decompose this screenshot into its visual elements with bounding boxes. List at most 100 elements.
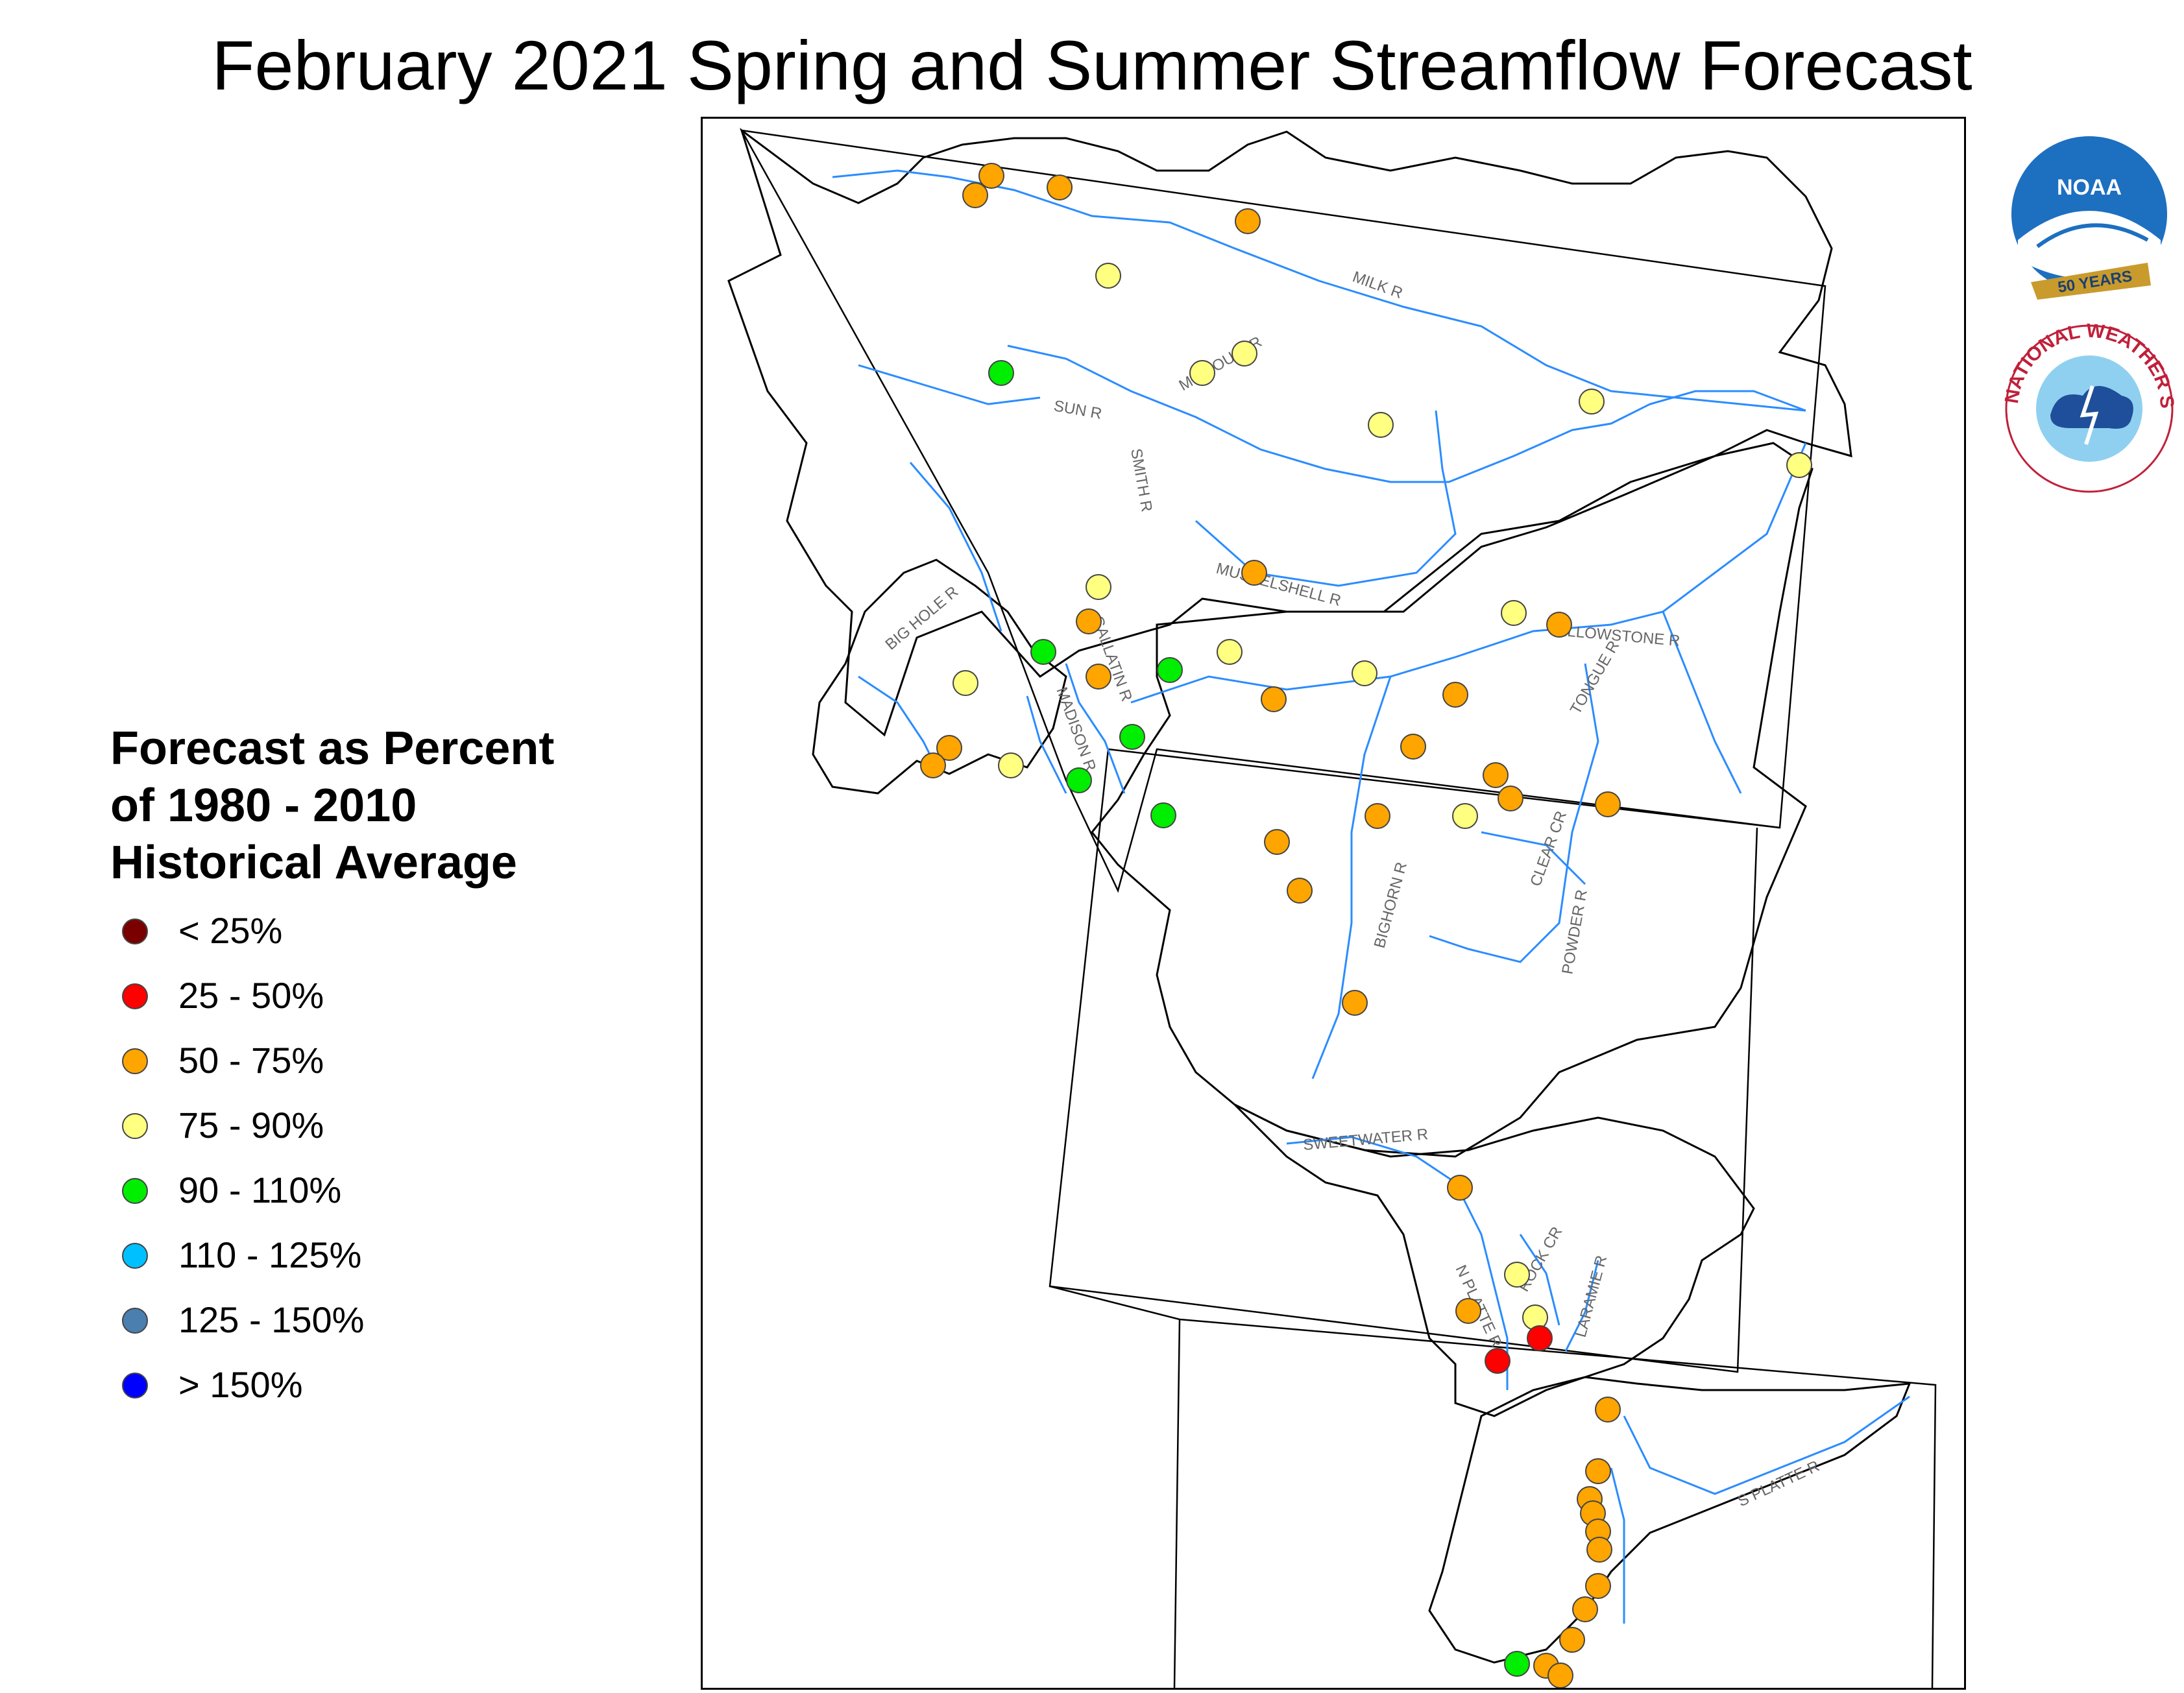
powder-river xyxy=(1429,663,1599,963)
forecast-point xyxy=(978,163,1004,189)
forecast-point xyxy=(1527,1325,1553,1351)
south-platte-river xyxy=(1623,1395,1910,1495)
legend-item-110-125: 110 - 125% xyxy=(110,1231,694,1296)
legend-label: 110 - 125% xyxy=(178,1234,362,1275)
milk-river xyxy=(832,169,1806,412)
legend-title-line-2: of 1980 - 2010 xyxy=(110,780,417,832)
forecast-point xyxy=(1261,686,1287,712)
forecast-point xyxy=(1047,174,1073,200)
legend-items: < 25% 25 - 50% 50 - 75% 75 - 90% 90 - 11… xyxy=(110,907,694,1426)
forecast-point xyxy=(1559,1627,1585,1653)
forecast-point xyxy=(1546,612,1572,638)
river-label-milk: MILK R xyxy=(1350,268,1405,302)
forecast-point xyxy=(1076,608,1102,634)
forecast-point xyxy=(1086,664,1111,690)
forecast-point xyxy=(1579,389,1605,414)
forecast-point xyxy=(1368,412,1394,438)
forecast-point xyxy=(1342,990,1368,1016)
river-label-bighorn: BIGHORN R xyxy=(1371,860,1411,950)
laramie-river xyxy=(1564,1260,1599,1352)
legend-title-line-3: Historical Average xyxy=(110,837,517,889)
legend-swatch xyxy=(122,1048,148,1074)
forecast-point xyxy=(1241,560,1267,586)
legend-swatch xyxy=(122,919,148,944)
forecast-point xyxy=(1232,341,1257,366)
legend-item-125-150: 125 - 150% xyxy=(110,1296,694,1361)
legend-item-25-50: 25 - 50% xyxy=(110,972,694,1037)
legend-swatch xyxy=(122,1178,148,1204)
forecast-point xyxy=(1287,878,1313,904)
legend-label: 125 - 150% xyxy=(178,1299,365,1340)
legend-item-90-110: 90 - 110% xyxy=(110,1166,694,1231)
forecast-point xyxy=(1595,1397,1621,1423)
legend-item-lt-25: < 25% xyxy=(110,907,694,972)
state-line-colorado xyxy=(1049,1285,1937,1688)
legend-label: 50 - 75% xyxy=(178,1040,324,1081)
noaa-logo-icon: NOAA 50 YEARS xyxy=(2011,136,2167,300)
forecast-point xyxy=(1447,1175,1473,1201)
legend-swatch xyxy=(122,1243,148,1269)
upper-missouri-basin xyxy=(727,128,1852,737)
forecast-point xyxy=(952,670,978,696)
legend-swatch xyxy=(122,1308,148,1334)
state-line-wyoming xyxy=(1049,749,1758,1373)
forecast-point xyxy=(1572,1596,1598,1622)
forecast-point xyxy=(1485,1348,1511,1374)
yellowstone-basin xyxy=(1091,442,1814,1158)
forecast-point xyxy=(1452,803,1478,829)
forecast-point xyxy=(1066,767,1092,793)
agency-logos: NOAA 50 YEARS NATIONAL WEATHER SERVICE xyxy=(1991,130,2180,522)
basin-map: MILK R MISSOURI R SUN R SMITH R MUSSELSH… xyxy=(701,117,1966,1690)
smith-river xyxy=(909,462,1002,632)
forecast-point xyxy=(1442,682,1468,708)
forecast-point xyxy=(1455,1298,1481,1324)
forecast-point xyxy=(1157,657,1183,683)
forecast-point xyxy=(1786,452,1812,478)
legend-label: 75 - 90% xyxy=(178,1105,324,1146)
river-label-musselshell: MUSSELSHELL R xyxy=(1214,560,1342,610)
forecast-point xyxy=(920,752,946,778)
north-platte-basin xyxy=(1233,1103,1755,1417)
legend-swatch xyxy=(122,1113,148,1139)
forecast-point xyxy=(1264,829,1290,855)
forecast-point xyxy=(1189,360,1215,386)
rock-creek xyxy=(1519,1234,1560,1326)
yellowstone-river xyxy=(1130,442,1807,704)
river-label-big-hole: BIG HOLE R xyxy=(882,583,962,654)
legend-label: > 150% xyxy=(178,1364,303,1405)
sun-river xyxy=(858,364,1041,405)
state-line-wyoming-north xyxy=(1108,748,1780,829)
bighorn-river xyxy=(1311,676,1392,1079)
forecast-point xyxy=(1498,786,1523,811)
sweetwater-river xyxy=(1286,1136,1456,1184)
clear-creek xyxy=(1481,831,1586,885)
south-platte-basin xyxy=(1428,1376,1911,1664)
legend-item-gt-150: > 150% xyxy=(110,1361,694,1426)
river-label-sun: SUN R xyxy=(1052,397,1103,423)
state-line-montana xyxy=(740,129,1826,893)
river-label-smith: SMITH R xyxy=(1127,447,1156,513)
forecast-point xyxy=(1400,734,1426,760)
forecast-point xyxy=(988,360,1014,386)
forecast-point xyxy=(1150,802,1176,828)
legend: Forecast as Percent of 1980 - 2010 Histo… xyxy=(110,720,694,1426)
south-platte-tributaries xyxy=(1610,1467,1625,1624)
legend-swatch xyxy=(122,983,148,1009)
madison-river xyxy=(1026,695,1067,794)
forecast-point xyxy=(1352,660,1377,686)
legend-swatch xyxy=(122,1373,148,1399)
forecast-point xyxy=(1365,803,1390,829)
state-line-colorado-west xyxy=(1173,1319,1181,1688)
forecast-point xyxy=(1504,1262,1530,1288)
forecast-point xyxy=(1595,791,1621,817)
river-label-clear-creek: CLEAR CR xyxy=(1527,809,1570,889)
tongue-river xyxy=(1662,611,1742,794)
forecast-point xyxy=(998,752,1024,778)
forecast-point xyxy=(1585,1573,1611,1599)
forecast-point xyxy=(1095,263,1121,289)
missouri-river xyxy=(1007,344,1806,483)
rivers xyxy=(832,169,1910,1624)
forecast-point xyxy=(1483,762,1509,788)
nws-logo-icon: NATIONAL WEATHER SERVICE xyxy=(1991,301,2178,493)
state-boundaries xyxy=(740,129,1937,1688)
